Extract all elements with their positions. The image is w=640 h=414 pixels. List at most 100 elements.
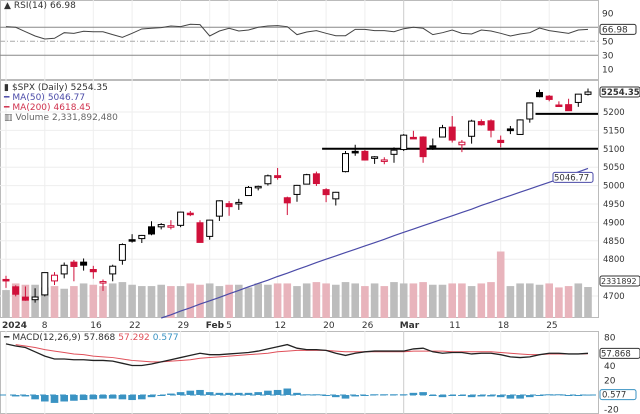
candle-body	[245, 186, 252, 197]
volume-icon: ▥	[4, 113, 13, 123]
macd-histogram-bar	[244, 392, 253, 395]
candle-body	[215, 200, 223, 217]
volume-bar	[147, 286, 156, 318]
macd-histogram-bar	[283, 388, 292, 395]
volume-bar	[322, 283, 330, 318]
candle-body	[206, 219, 214, 237]
macd-histogram-bar	[448, 395, 456, 396]
candle-body	[342, 153, 349, 173]
candle-body	[361, 150, 369, 161]
candle-body	[419, 136, 427, 158]
candle-body	[390, 149, 398, 155]
candle-body	[60, 264, 68, 275]
macd-histogram-bar	[302, 394, 311, 396]
macd-line	[5, 343, 589, 367]
volume-bar	[108, 283, 117, 318]
x-tick-label: 25	[546, 321, 557, 331]
macd-histogram-bar	[225, 392, 233, 395]
volume-bar	[332, 284, 340, 318]
volume-bar	[380, 286, 389, 318]
ma200-label: MA(200)	[12, 103, 51, 113]
x-tick-label: 11	[449, 321, 460, 331]
macd-value: 57.868	[83, 333, 116, 343]
candle-body	[322, 189, 330, 196]
macd-histogram-bar	[574, 395, 583, 396]
volume-bar	[448, 283, 456, 318]
volume-bar	[302, 283, 311, 318]
price-tick-label: 5200	[603, 108, 625, 118]
macd-value-tag-text: 57.868	[601, 349, 631, 359]
macd-histogram-bar	[147, 395, 156, 398]
volume-bar	[390, 282, 398, 318]
macd-histogram-bar	[506, 395, 515, 399]
macd-histogram-bar	[50, 395, 59, 403]
volume-bar	[138, 286, 146, 318]
x-tick-label: 20	[323, 321, 335, 331]
price-tick-label: 5050	[603, 163, 625, 173]
volume-bar	[244, 287, 253, 318]
macd-histogram-bar	[496, 395, 505, 398]
candle-body	[536, 91, 543, 98]
macd-legend: ━ MACD(12,26,9) 57.868 57.292 0.577	[4, 333, 182, 343]
candle-body	[458, 141, 466, 146]
x-tick-label: 18	[498, 321, 510, 331]
candle-body	[468, 120, 476, 137]
macd-histogram-bar	[380, 394, 389, 396]
macd-histogram-bar	[31, 395, 39, 400]
volume-bar	[41, 287, 49, 318]
volume-bar	[535, 284, 544, 318]
volume-bar	[555, 287, 563, 318]
macd-value-tag	[599, 347, 640, 359]
candle-body	[555, 104, 563, 108]
volume-bar	[293, 286, 301, 318]
hist-value-tag-text: 0.577	[602, 391, 626, 401]
hist-value-tag	[599, 389, 637, 401]
volume-bar	[99, 286, 107, 318]
volume-bar	[186, 283, 195, 318]
candle-body	[2, 278, 10, 282]
macd-tick-label: 20	[604, 377, 616, 387]
rsi-label: RSI(14)	[13, 1, 48, 11]
macd-histogram-bar	[487, 395, 495, 397]
candle-body	[439, 127, 446, 138]
symbol-label: $SPX (Daily)	[11, 83, 68, 93]
macd-histogram-bar	[545, 394, 553, 396]
volume-bar	[225, 284, 233, 318]
candle-body	[51, 274, 58, 282]
volume-bar	[438, 284, 447, 318]
candle-body	[584, 91, 592, 95]
macd-histogram-bar	[41, 395, 49, 402]
candle-body	[31, 296, 39, 301]
price-tick-label: 5100	[603, 145, 625, 155]
volume-bar	[167, 286, 175, 318]
rsi-tick-label: 50	[602, 37, 614, 47]
macd-tick-label: 80	[604, 333, 616, 343]
panel-frame	[0, 331, 599, 414]
macd-histogram-bar	[409, 392, 418, 395]
macd-histogram-bar	[535, 395, 544, 396]
ma50-swatch: ━	[4, 93, 10, 103]
volume-bar	[254, 283, 262, 318]
volume-bar	[283, 283, 292, 318]
volume-value-tag	[599, 275, 640, 287]
volume-bar	[60, 288, 68, 318]
macd-histogram-bar	[477, 395, 486, 397]
volume-bar	[273, 283, 282, 318]
volume-bar	[351, 283, 359, 318]
candle-body	[477, 121, 485, 126]
macd-histogram-bar	[361, 395, 369, 396]
ma50-value-tag-text: 5046.77	[554, 173, 589, 183]
rsi-tick-label: 30	[602, 51, 614, 61]
macd-tick-label: -20	[604, 405, 619, 414]
rsi-value-tag	[599, 23, 637, 35]
panel-frame	[0, 0, 599, 80]
macd-histogram-bar	[138, 395, 146, 400]
x-tick-label: 26	[362, 321, 374, 331]
candle-body	[157, 224, 165, 228]
volume-bar	[196, 284, 204, 318]
macd-histogram-bar	[215, 392, 224, 395]
macd-histogram-bar	[322, 395, 330, 396]
price-value-tag	[599, 86, 640, 98]
macd-histogram-bar	[341, 395, 350, 399]
